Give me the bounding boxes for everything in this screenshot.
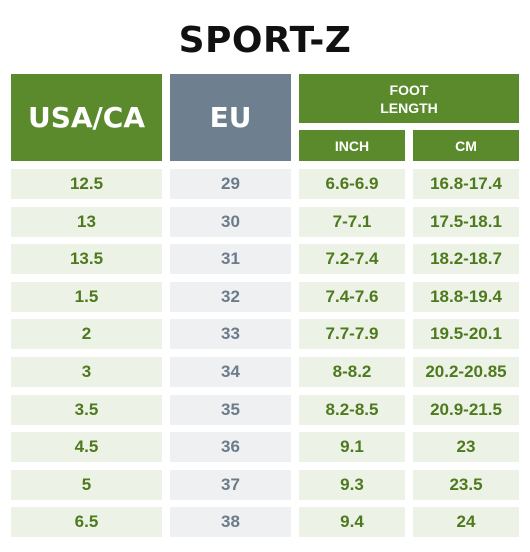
cell-cm: 18.2-18.7: [413, 244, 519, 275]
cell-usa-ca: 5: [11, 469, 162, 500]
cell-inch: 9.3: [299, 469, 405, 500]
cell-eu: 36: [170, 432, 291, 463]
cell-usa-ca: 6.5: [11, 507, 162, 538]
cell-eu: 34: [170, 357, 291, 387]
cell-usa-ca: 13: [11, 206, 162, 237]
header-usa-ca: USA/CA: [11, 74, 162, 161]
header-foot-length: FOOT LENGTH: [299, 74, 519, 123]
cell-cm: 23: [413, 432, 519, 463]
cell-cm: 24: [413, 507, 519, 538]
cell-eu: 30: [170, 206, 291, 237]
cell-inch: 6.6-6.9: [299, 169, 405, 199]
cell-inch: 9.1: [299, 432, 405, 463]
cell-eu: 38: [170, 507, 291, 538]
cell-usa-ca: 2: [11, 319, 162, 350]
header-eu: EU: [170, 74, 291, 161]
cell-cm: 18.8-19.4: [413, 281, 519, 312]
cell-inch: 9.4: [299, 507, 405, 538]
cell-usa-ca: 13.5: [11, 244, 162, 275]
cell-eu: 33: [170, 319, 291, 350]
page-title: SPORT-Z: [178, 20, 352, 61]
cell-inch: 8.2-8.5: [299, 394, 405, 425]
cell-cm: 20.9-21.5: [413, 394, 519, 425]
cell-cm: 19.5-20.1: [413, 319, 519, 350]
cell-usa-ca: 4.5: [11, 432, 162, 463]
header-inch: INCH: [299, 130, 405, 161]
cell-eu: 31: [170, 244, 291, 275]
cell-cm: 16.8-17.4: [413, 169, 519, 199]
cell-eu: 37: [170, 469, 291, 500]
header-cm: CM: [413, 130, 519, 161]
cell-usa-ca: 1.5: [11, 281, 162, 312]
cell-eu: 35: [170, 394, 291, 425]
cell-cm: 17.5-18.1: [413, 206, 519, 237]
cell-inch: 8-8.2: [299, 357, 405, 387]
cell-inch: 7.4-7.6: [299, 281, 405, 312]
cell-eu: 29: [170, 169, 291, 199]
cell-cm: 20.2-20.85: [413, 357, 519, 387]
cell-cm: 23.5: [413, 469, 519, 500]
cell-inch: 7.2-7.4: [299, 244, 405, 275]
cell-inch: 7.7-7.9: [299, 319, 405, 350]
cell-inch: 7-7.1: [299, 206, 405, 237]
cell-usa-ca: 12.5: [11, 169, 162, 199]
cell-usa-ca: 3.5: [11, 394, 162, 425]
cell-usa-ca: 3: [11, 357, 162, 387]
cell-eu: 32: [170, 281, 291, 312]
